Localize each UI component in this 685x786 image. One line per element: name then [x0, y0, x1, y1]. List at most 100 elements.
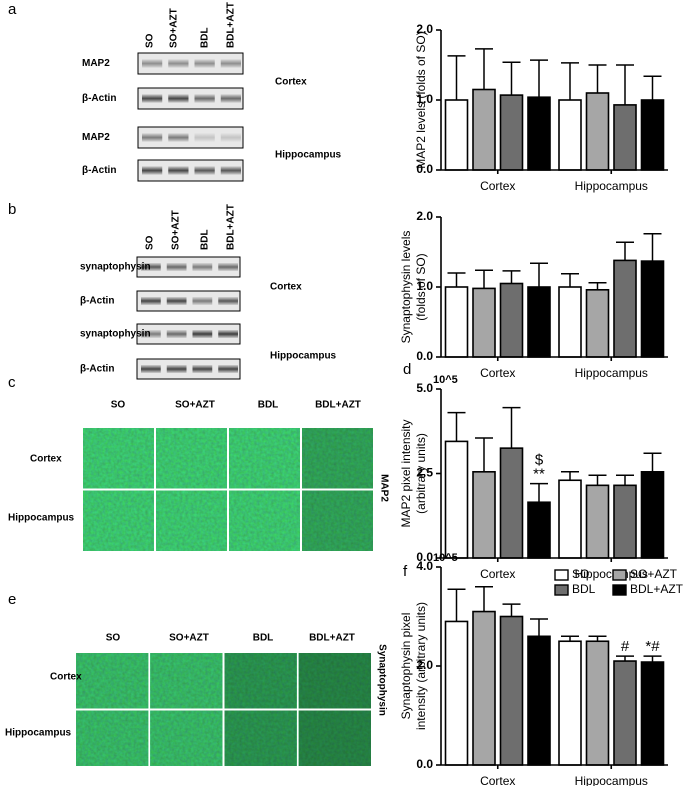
- blot-band: [194, 94, 215, 103]
- blot-band: [194, 166, 215, 175]
- blot-band: [218, 365, 238, 373]
- blot-band: [220, 94, 241, 103]
- blot-frame: [136, 358, 241, 380]
- y-tick-label: 0.0: [416, 757, 433, 771]
- micrograph-texture: [83, 490, 154, 551]
- micrograph-shade: [76, 710, 149, 766]
- bar: [558, 479, 582, 559]
- blot-band: [192, 365, 213, 373]
- micrograph-texture: [224, 710, 297, 766]
- bar: [558, 286, 582, 358]
- micrograph-texture: [298, 710, 371, 766]
- micrograph-texture: [224, 653, 297, 709]
- blot-band: [220, 166, 241, 175]
- bar: [585, 92, 610, 171]
- micrograph-texture: [156, 428, 227, 489]
- bar: [640, 99, 665, 171]
- blot-band: [142, 166, 163, 175]
- y-axis-label: Synaptophysin levels: [399, 231, 413, 344]
- micrograph-shade: [302, 428, 373, 489]
- blot-band: [141, 263, 161, 271]
- blot-band: [141, 330, 161, 338]
- y-tick-label: 0.0: [416, 162, 433, 176]
- bar: [499, 447, 524, 559]
- blot-band: [194, 133, 215, 142]
- y-tick-label: 4.0: [416, 559, 433, 573]
- micrograph-shade: [298, 653, 371, 709]
- micrograph-shade: [224, 653, 297, 709]
- y-tick-label: 2.0: [416, 22, 433, 36]
- bar: [613, 660, 637, 766]
- bar: [472, 471, 496, 559]
- column-label: SO+AZT: [175, 400, 215, 411]
- bar: [585, 288, 610, 358]
- column-label: BDL+AZT: [309, 633, 355, 644]
- legend-label: BDL+AZT: [630, 582, 684, 596]
- panel-letter: b: [8, 201, 16, 218]
- blot-band: [192, 330, 213, 338]
- y-tick-label: 5.0: [416, 381, 433, 395]
- micrograph-texture: [302, 428, 373, 489]
- micrograph-shade: [76, 653, 149, 709]
- blot-band: [142, 133, 163, 142]
- x-tick-label: Cortex: [480, 366, 515, 380]
- blot-band: [218, 297, 238, 305]
- panel-letter: d: [403, 361, 411, 378]
- bar: [444, 99, 469, 171]
- bar: [613, 484, 637, 559]
- lane-label: SO+AZT: [169, 8, 180, 48]
- column-label: BDL: [253, 633, 274, 644]
- bar: [527, 286, 551, 358]
- blot-band: [218, 330, 238, 338]
- lane-label: BDL: [200, 27, 211, 48]
- blot-frame: [136, 256, 241, 278]
- blot-frame: [136, 323, 241, 345]
- scale-label: 10^5: [433, 374, 458, 386]
- panel-letter: f: [403, 563, 408, 580]
- bar: [613, 104, 637, 171]
- micrograph-shade: [150, 710, 223, 766]
- y-tick-label: 1.0: [416, 92, 433, 106]
- legend-label: SO+AZT: [630, 567, 678, 581]
- bar: [444, 286, 469, 358]
- row-label: β-Actin: [80, 296, 114, 307]
- blot-band: [192, 263, 213, 271]
- micrograph-texture: [76, 653, 149, 709]
- x-tick-label: Cortex: [480, 567, 515, 581]
- y-axis-label: MAP2 levels (folds of SO): [414, 31, 428, 168]
- panel-letter: c: [8, 374, 16, 391]
- y-tick-label: 0.0: [416, 349, 433, 363]
- panel-letter: a: [8, 1, 17, 18]
- bar: [613, 259, 637, 358]
- legend-swatch: [612, 584, 627, 596]
- blot-band: [141, 365, 161, 373]
- bar: [472, 610, 496, 766]
- blot-band: [168, 166, 189, 175]
- blot-band: [166, 330, 187, 338]
- annotation: **: [533, 466, 545, 483]
- legend-label: BDL: [572, 582, 596, 596]
- y-axis-label: (folds of SO): [414, 253, 428, 320]
- legend-label: SO: [572, 567, 589, 581]
- bar: [472, 88, 496, 171]
- bar: [472, 287, 496, 358]
- micrograph-texture: [150, 653, 223, 709]
- bar: [585, 484, 610, 559]
- micrograph-texture: [229, 490, 300, 551]
- micrograph-texture: [229, 428, 300, 489]
- y-tick-label: 1.0: [416, 279, 433, 293]
- blot-band: [166, 365, 187, 373]
- blot-band: [192, 297, 213, 305]
- region-label: Cortex: [270, 282, 302, 293]
- micrograph-shade: [298, 710, 371, 766]
- lane-label: SO: [145, 33, 156, 48]
- bar: [444, 440, 469, 559]
- x-tick-label: Cortex: [480, 774, 515, 786]
- micrograph-shade: [302, 490, 373, 551]
- x-tick-label: Hippocampus: [575, 774, 648, 786]
- x-tick-label: Hippocampus: [575, 567, 648, 581]
- x-tick-label: Cortex: [480, 179, 515, 193]
- blot-band: [168, 59, 189, 68]
- region-label: Hippocampus: [275, 150, 342, 161]
- lane-label: SO: [145, 235, 156, 250]
